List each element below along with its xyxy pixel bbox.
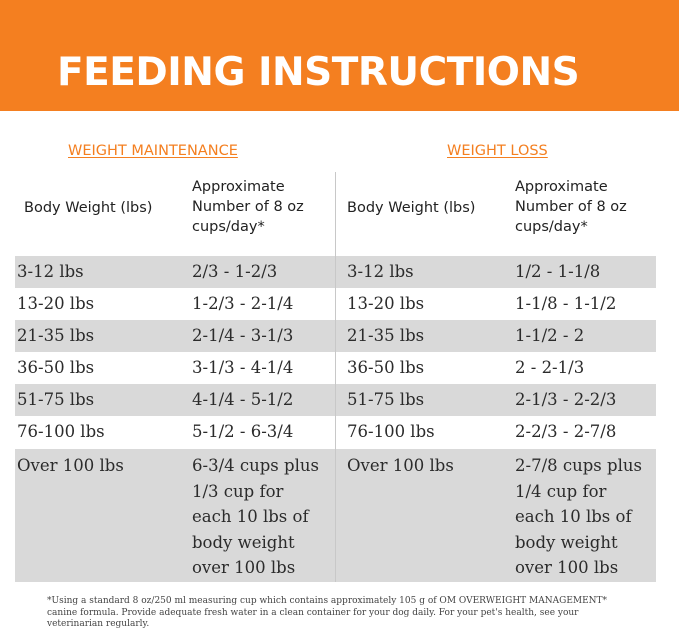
maintenance-weight-cell: 21-35 lbs [17,326,95,345]
column-divider [335,172,336,582]
maintenance-cups-cell: 2/3 - 1-2/3 [192,262,278,281]
loss-weight-cell: Over 100 lbs [347,456,454,475]
loss-weight-cell: 13-20 lbs [347,294,425,313]
loss-cups-cell: 1-1/2 - 2 [515,326,585,345]
page-title: FEEDING INSTRUCTIONS [57,50,580,95]
loss-weight-cell: 36-50 lbs [347,358,425,377]
loss-weight-cell: 76-100 lbs [347,422,435,441]
weight-maintenance-heading: WEIGHT MAINTENANCE [68,143,238,159]
loss-cups-cell: 2-7/8 cups plus 1/4 cup for each 10 lbs … [515,456,642,577]
table-row: 13-20 lbs 1-2/3 - 2-1/4 13-20 lbs 1-1/8 … [15,288,656,320]
maintenance-weight-cell: 76-100 lbs [17,422,105,441]
maintenance-weight-cell: 36-50 lbs [17,358,95,377]
table-row: 36-50 lbs 3-1/3 - 4-1/4 36-50 lbs 2 - 2-… [15,352,656,384]
maintenance-cups-cell: 6-3/4 cups plus 1/3 cup for each 10 lbs … [192,456,319,577]
loss-weight-column-header: Body Weight (lbs) [347,200,476,216]
loss-weight-cell: 51-75 lbs [347,390,425,409]
loss-cups-cell: 2-2/3 - 2-7/8 [515,422,617,441]
header-banner: FEEDING INSTRUCTIONS [0,0,679,111]
loss-weight-cell: 21-35 lbs [347,326,425,345]
maintenance-weight-cell: Over 100 lbs [17,456,124,475]
maintenance-weight-cell: 51-75 lbs [17,390,95,409]
loss-cups-column-header: Approximate Number of 8 oz cups/day* [515,179,627,235]
footnote: *Using a standard 8 oz/250 ml measuring … [47,596,608,629]
maintenance-cups-cell: 5-1/2 - 6-3/4 [192,422,294,441]
maintenance-cups-cell: 2-1/4 - 3-1/3 [192,326,294,345]
maintenance-cups-cell: 4-1/4 - 5-1/2 [192,390,294,409]
maintenance-cups-column-header: Approximate Number of 8 oz cups/day* [192,179,304,235]
loss-weight-cell: 3-12 lbs [347,262,414,281]
maintenance-weight-column-header: Body Weight (lbs) [24,200,153,216]
loss-cups-cell: 2-1/3 - 2-2/3 [515,390,617,409]
maintenance-weight-cell: 13-20 lbs [17,294,95,313]
maintenance-cups-cell: 3-1/3 - 4-1/4 [192,358,294,377]
loss-cups-cell: 1/2 - 1-1/8 [515,262,601,281]
weight-loss-heading: WEIGHT LOSS [447,143,548,159]
maintenance-weight-cell: 3-12 lbs [17,262,84,281]
table-row: 76-100 lbs 5-1/2 - 6-3/4 76-100 lbs 2-2/… [15,416,656,448]
loss-cups-cell: 2 - 2-1/3 [515,358,585,377]
loss-cups-cell: 1-1/8 - 1-1/2 [515,294,617,313]
maintenance-cups-cell: 1-2/3 - 2-1/4 [192,294,294,313]
